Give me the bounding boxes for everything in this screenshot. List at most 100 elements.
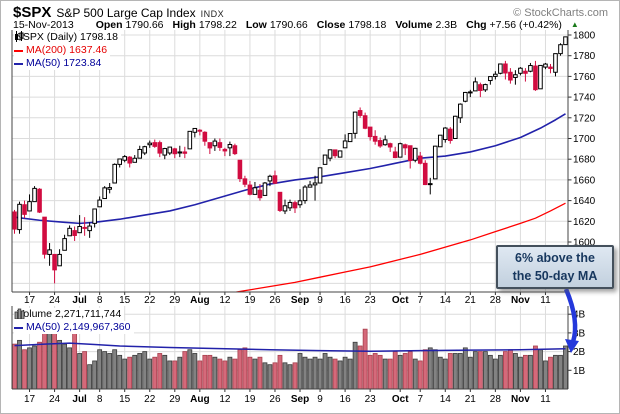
quote-label: Volume [395, 19, 433, 31]
date-axis-label: Oct [392, 394, 409, 405]
date-axis-label: 21 [465, 295, 477, 306]
index-name: S&P 500 Large Cap Index [56, 6, 196, 20]
volume-legend-ma50-label: MA(50) 2,149,967,360 [26, 321, 131, 333]
annotation-callout: 6% above the the 50-day MA [496, 245, 614, 289]
volume-bars-layer [12, 313, 568, 390]
volume-axis-label: 3B [573, 328, 586, 339]
volume-axis-label: 2B [573, 347, 586, 358]
date-axis-label: 29 [169, 394, 181, 405]
volume-axis-label: 1B [573, 366, 586, 377]
date-axis-label: 14 [440, 295, 452, 306]
volume-axis-label: 4B [573, 310, 586, 321]
date-axis-label: 12 [219, 295, 231, 306]
volume-legend-label: Volume 2,271,711,744 [17, 308, 122, 320]
date-axis-label: 22 [144, 295, 156, 306]
date-axis-label: Jul [72, 295, 87, 306]
date-axis-label: Jul [72, 394, 87, 405]
price-axis-label: 1740 [573, 93, 596, 104]
date-axis-label: 24 [49, 394, 61, 405]
copyright: © StockCharts.com [513, 7, 608, 19]
volume-legend-ma50-row: MA(50) 2,149,967,360 [14, 321, 134, 334]
date-axis-label: 15 [119, 295, 131, 306]
date-axis-label: 12 [219, 394, 231, 405]
date-axis-label: 17 [24, 295, 36, 306]
date-axis-label: 23 [365, 394, 377, 405]
price-axis-label: 1680 [573, 155, 596, 166]
price-axis-label: 1700 [573, 134, 596, 145]
date-axis-label: 7 [417, 295, 423, 306]
volume-legend: Volume 2,271,711,744 MA(50) 2,149,967,36… [14, 308, 134, 334]
volume-ma50-line-swatch [14, 326, 23, 329]
quote-label: Chg [466, 19, 487, 31]
date-axis-label: 14 [440, 394, 452, 405]
date-axis-label: 26 [269, 394, 281, 405]
quote-date: 15-Nov-2013 [13, 19, 74, 31]
price-legend-ma200-label: MA(200) 1637.46 [26, 44, 108, 56]
chart-header: $SPX S&P 500 Large Cap Index INDX © StockC… [13, 4, 610, 21]
date-axis-label: 22 [144, 394, 156, 405]
exchange: INDX [200, 9, 225, 19]
date-axis-label: 23 [365, 295, 377, 306]
price-axis-label: 1720 [573, 113, 596, 124]
date-axis-label: 24 [49, 295, 61, 306]
candles-layer [12, 36, 568, 284]
annotation-line1: 6% above the [515, 251, 595, 265]
ma200-line-swatch [14, 49, 23, 52]
date-axis-label: Sep [291, 394, 309, 405]
price-axis-label: 1800 [573, 31, 596, 42]
date-axis-label: 8 [97, 394, 103, 405]
date-axis-label: Aug [190, 295, 209, 306]
date-axis-label: Sep [291, 295, 309, 306]
annotation-arrowhead [565, 339, 579, 353]
date-axis-label: Aug [190, 394, 209, 405]
quote-value: 1790.66 [125, 19, 164, 31]
date-axis-label: 19 [244, 394, 256, 405]
volume-legend-row: Volume 2,271,711,744 [14, 308, 125, 321]
price-axis-label: 1620 [573, 217, 596, 228]
quote-fields: Open 1790.66 High 1798.22 Low 1790.66 Close 179… [96, 19, 571, 31]
price-legend-ma200-row: MA(200) 1637.46 [14, 44, 111, 57]
date-axis-label: 26 [269, 295, 281, 306]
quote-value: 1798.18 [348, 19, 387, 31]
price-legend-ma50-row: MA(50) 1723.84 [14, 57, 105, 70]
price-legend: $SPX (Daily) 1798.18 MA(200) 1637.46 MA(… [14, 31, 121, 70]
price-legend-symbol-row: $SPX (Daily) 1798.18 [14, 31, 121, 44]
date-axis-label: 11 [540, 295, 551, 306]
date-axis-label: 16 [340, 295, 352, 306]
date-axis-label: 19 [244, 295, 256, 306]
date-axis-label: Nov [511, 295, 530, 306]
date-axis-label: Nov [511, 394, 530, 405]
date-axis-label: 21 [465, 394, 477, 405]
price-axis-label: 1600 [573, 238, 596, 249]
symbol: $SPX [13, 4, 52, 21]
price-axis-label: 1640 [573, 196, 596, 207]
annotation-arrow [563, 288, 578, 343]
change-up-triangle-icon: ▲ [570, 20, 579, 29]
price-legend-symbol-label: $SPX (Daily) 1798.18 [17, 31, 118, 43]
price-legend-ma50-label: MA(50) 1723.84 [26, 57, 102, 69]
date-axis-label: 16 [340, 394, 352, 405]
date-axis-label: 29 [169, 295, 181, 306]
date-axis-label: 8 [97, 295, 103, 306]
price-axis-label: 1760 [573, 72, 596, 83]
date-axis-label: 17 [24, 394, 36, 405]
quote-label: Open [95, 19, 123, 31]
ma50-line-swatch [14, 62, 23, 65]
date-axis-label: 28 [490, 295, 502, 306]
quote-value: 2.3B [435, 19, 458, 31]
quote-label: High [172, 19, 196, 31]
price-axis-label: 1660 [573, 175, 596, 186]
quote-label: Close [316, 19, 346, 31]
date-axis-label: Oct [392, 295, 409, 306]
date-axis-label: 11 [540, 394, 551, 405]
quote-value: 1798.22 [198, 19, 237, 31]
date-axis-label: 9 [317, 295, 323, 306]
price-axis-label: 1780 [573, 51, 596, 62]
date-axis-label: 28 [490, 394, 502, 405]
date-axis-label: 7 [417, 394, 423, 405]
quote-value: +7.56 (+0.42%) [489, 19, 562, 31]
date-axis-label: 15 [119, 394, 131, 405]
quote-value: 1790.66 [269, 19, 308, 31]
annotation-line2: the 50-day MA [512, 269, 598, 283]
